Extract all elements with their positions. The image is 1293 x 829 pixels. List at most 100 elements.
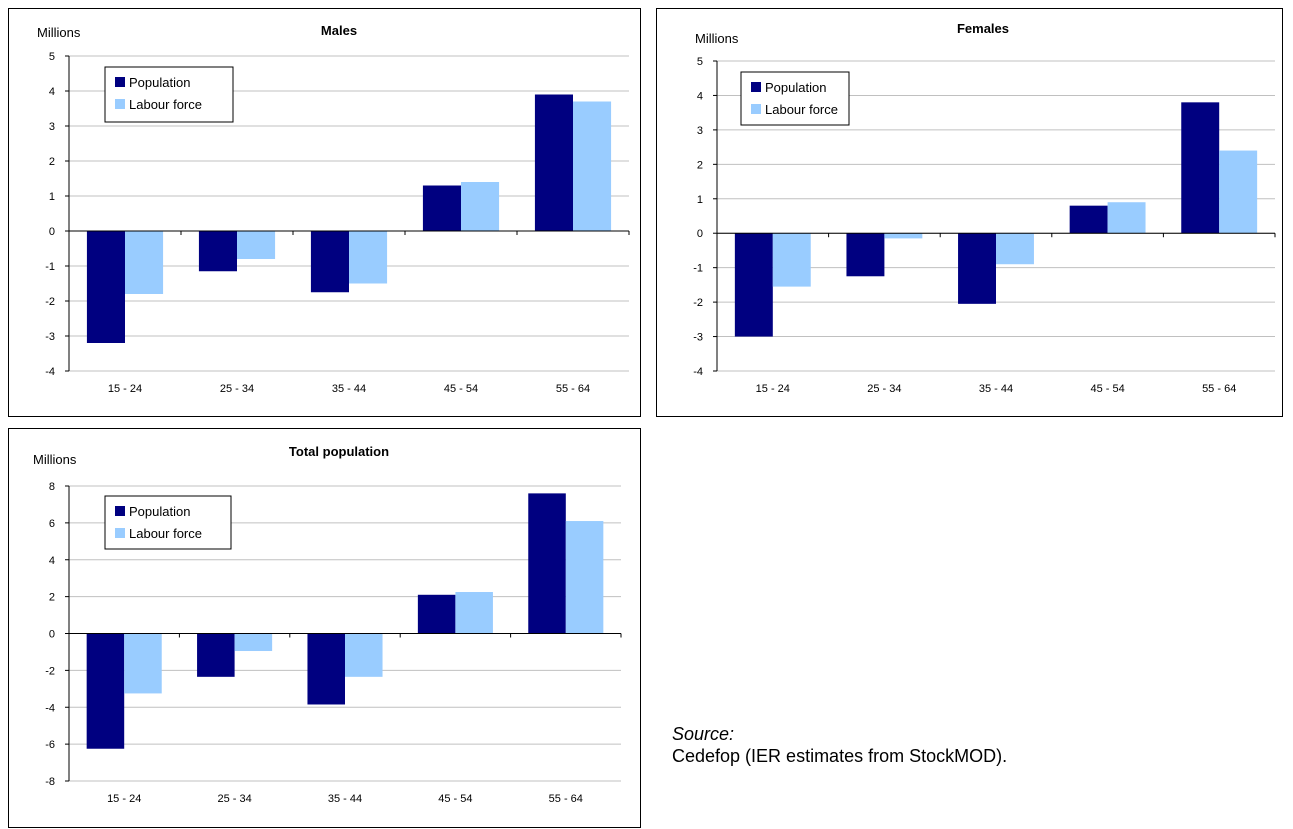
y-tick-label: 2: [49, 592, 55, 604]
y-tick-label: -4: [45, 702, 55, 714]
y-tick-label: 1: [697, 194, 703, 206]
bar-population: [310, 231, 349, 293]
bar-population: [528, 493, 566, 634]
bar-labour-force: [125, 231, 164, 294]
x-tick-label: 25 - 34: [217, 793, 251, 805]
x-tick-label: 55 - 64: [556, 383, 590, 395]
bar-labour-force: [461, 182, 500, 231]
y-tick-label: 5: [49, 51, 55, 63]
bar-labour-force: [234, 633, 273, 652]
y-tick-label: 3: [49, 121, 55, 133]
bar-population: [198, 231, 237, 272]
chart-males: Males Millions 5 4 3 2 1 0 -1 -2 -3 -4 15 - 24 25 - 3…: [8, 8, 641, 417]
bar-population: [534, 94, 573, 231]
bar-population: [86, 633, 125, 749]
bar-population: [417, 594, 456, 634]
legend-label: Population: [129, 504, 190, 519]
legend: Population Labour force: [104, 495, 232, 550]
bar-labour-force: [573, 101, 612, 231]
x-tick-label: 15 - 24: [107, 793, 141, 805]
legend-box: [104, 66, 234, 123]
y-tick-label: -3: [693, 332, 703, 344]
y-tick-label: 8: [49, 481, 55, 493]
bar-population: [958, 233, 996, 304]
legend-label: Labour force: [129, 526, 202, 541]
chart-title: Total population: [289, 444, 389, 459]
y-tick-label: -1: [693, 263, 703, 275]
legend-swatch-population: [751, 82, 761, 92]
y-tick-label: 4: [697, 90, 703, 102]
y-tick-label: 0: [49, 629, 55, 641]
legend-label: Labour force: [765, 102, 838, 117]
legend-swatch-labour-force: [115, 528, 125, 538]
legend-label: Labour force: [129, 97, 202, 112]
bar-labour-force: [345, 633, 383, 677]
y-tick-label: 3: [697, 125, 703, 137]
x-tick-label: 45 - 54: [438, 793, 472, 805]
chart-females-svg: Females Millions 5 4 3 2 1 0 -1 -2 -3 -4 15 - 24 25 -…: [693, 21, 1276, 395]
y-tick-label: 2: [49, 156, 55, 168]
x-tick-label: 15 - 24: [108, 383, 142, 395]
x-tick-label: 35 - 44: [979, 383, 1013, 395]
y-tick-label: 1: [49, 191, 55, 203]
y-tick-label: -8: [45, 776, 55, 788]
x-tick-label: 55 - 64: [549, 793, 583, 805]
chart-title: Females: [957, 21, 1009, 36]
legend-swatch-population: [115, 506, 125, 516]
y-tick-label: 4: [49, 555, 55, 567]
bar-population: [197, 633, 235, 677]
x-tick-label: 15 - 24: [756, 383, 790, 395]
source-note: Source: Cedefop (IER estimates from Stoc…: [672, 723, 1007, 767]
x-tick-label: 35 - 44: [328, 793, 362, 805]
source-text: Cedefop (IER estimates from StockMOD).: [672, 746, 1008, 766]
bar-population: [734, 233, 773, 337]
y-tick-label: 0: [49, 226, 55, 238]
bar-population: [1069, 205, 1108, 234]
bar-population: [86, 231, 125, 343]
bar-labour-force: [237, 231, 276, 259]
bar-labour-force: [884, 233, 923, 239]
legend-label: Population: [129, 75, 190, 90]
bar-labour-force: [1107, 202, 1146, 234]
legend-box: [104, 495, 232, 550]
x-tick-label: 25 - 34: [220, 383, 254, 395]
legend: Population Labour force: [104, 66, 234, 123]
chart-males-svg: Males Millions 5 4 3 2 1 0 -1 -2 -3 -4 15 - 24 25 - 3…: [37, 23, 630, 395]
chart-total-population-svg: Total population Millions 8 6 4 2 0 -2 -4 -6 -8 15 …: [33, 444, 622, 805]
y-tick-label: -2: [45, 665, 55, 677]
y-tick-label: 5: [697, 56, 703, 68]
bar-labour-force: [124, 633, 162, 694]
y-axis-label: Millions: [695, 31, 739, 46]
y-tick-label: -2: [45, 296, 55, 308]
bar-labour-force: [565, 521, 604, 634]
y-tick-label: -2: [693, 297, 703, 309]
y-tick-label: -4: [45, 366, 55, 378]
bar-population: [1181, 102, 1220, 234]
x-tick-label: 45 - 54: [444, 383, 478, 395]
y-tick-label: -3: [45, 331, 55, 343]
y-tick-label: -1: [45, 261, 55, 273]
y-tick-label: 0: [697, 228, 703, 240]
bar-labour-force: [996, 233, 1034, 265]
legend-label: Population: [765, 80, 826, 95]
bar-population: [307, 633, 345, 705]
legend-swatch-labour-force: [751, 104, 761, 114]
bar-labour-force: [1219, 150, 1258, 234]
bar-labour-force: [772, 233, 811, 287]
y-tick-label: 4: [49, 86, 55, 98]
x-tick-label: 35 - 44: [332, 383, 366, 395]
chart-total-population: Total population Millions 8 6 4 2 0 -2 -4 -6 -8 15 …: [8, 428, 641, 828]
bar-labour-force: [455, 592, 493, 634]
y-tick-label: 6: [49, 518, 55, 530]
y-axis-label: Millions: [37, 25, 81, 40]
bar-labour-force: [349, 231, 388, 284]
bar-population: [846, 233, 885, 277]
y-tick-label: -4: [693, 366, 703, 378]
x-tick-label: 45 - 54: [1090, 383, 1124, 395]
chart-title: Males: [321, 23, 357, 38]
y-tick-label: -6: [45, 739, 55, 751]
legend-box: [740, 71, 850, 126]
bar-population: [422, 185, 461, 231]
legend-swatch-population: [115, 77, 125, 87]
x-tick-label: 55 - 64: [1202, 383, 1236, 395]
